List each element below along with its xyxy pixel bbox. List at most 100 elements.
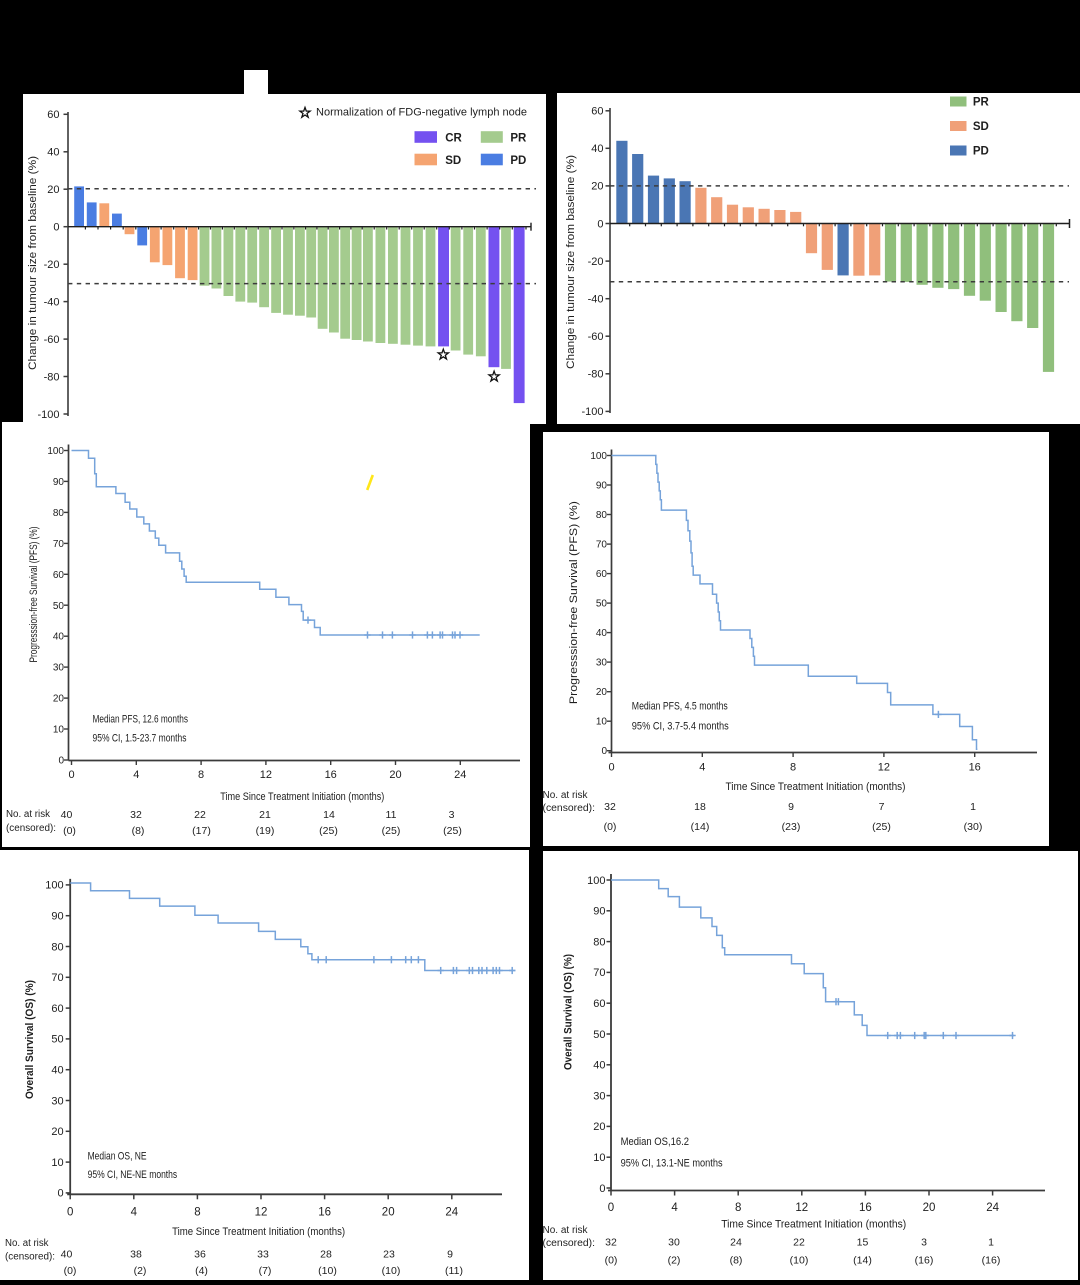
svg-text:0: 0 — [608, 1202, 614, 1214]
svg-text:20: 20 — [47, 184, 59, 196]
svg-text:0: 0 — [597, 218, 603, 230]
svg-text:(0): (0) — [63, 825, 76, 837]
svg-text:-40: -40 — [588, 294, 604, 306]
svg-text:Overall Survival (OS) (%): Overall Survival (OS) (%) — [24, 980, 36, 1099]
svg-text:PR: PR — [973, 97, 990, 109]
svg-text:20: 20 — [51, 1126, 63, 1138]
svg-text:(2): (2) — [134, 1265, 147, 1277]
svg-text:PD: PD — [510, 155, 526, 167]
svg-text:Change in tumour size from bas: Change in tumour size from baseline (%) — [27, 156, 39, 370]
svg-text:40: 40 — [47, 147, 59, 159]
svg-text:10: 10 — [51, 1157, 63, 1169]
svg-text:1: 1 — [970, 801, 976, 813]
svg-text:50: 50 — [51, 1034, 63, 1046]
svg-text:(10): (10) — [790, 1255, 809, 1267]
svg-text:(11): (11) — [445, 1265, 463, 1277]
svg-text:30: 30 — [593, 1090, 605, 1102]
svg-text:0: 0 — [67, 1207, 73, 1219]
svg-text:(0): (0) — [64, 1265, 77, 1277]
svg-text:(25): (25) — [443, 825, 462, 837]
svg-text:-100: -100 — [37, 409, 59, 421]
svg-text:8: 8 — [194, 1207, 200, 1219]
svg-text:No. at risk: No. at risk — [6, 809, 51, 820]
svg-text:0: 0 — [601, 746, 607, 757]
svg-text:40: 40 — [61, 1249, 73, 1261]
svg-text:No. at risk: No. at risk — [5, 1238, 49, 1249]
svg-text:(8): (8) — [132, 825, 145, 837]
svg-text:Progresssion-free Survival (PF: Progresssion-free Survival (PFS) (%) — [28, 527, 40, 663]
svg-text:30: 30 — [53, 663, 65, 674]
svg-text:80: 80 — [53, 508, 65, 519]
svg-text:12: 12 — [878, 762, 890, 774]
svg-text:40: 40 — [51, 1065, 63, 1077]
svg-text:(8): (8) — [730, 1255, 743, 1267]
svg-text:18: 18 — [694, 801, 706, 813]
svg-text:20: 20 — [382, 1207, 395, 1219]
svg-text:95% CI, 1.5-23.7 months: 95% CI, 1.5-23.7 months — [93, 733, 187, 745]
svg-text:40: 40 — [593, 1060, 605, 1072]
svg-text:100: 100 — [47, 446, 64, 457]
svg-text:95% CI, NE-NE months: 95% CI, NE-NE months — [88, 1169, 178, 1181]
svg-text:100: 100 — [590, 451, 607, 462]
svg-text:60: 60 — [591, 106, 603, 118]
svg-text:30: 30 — [51, 1095, 63, 1107]
svg-text:30: 30 — [596, 658, 608, 669]
svg-text:(4): (4) — [195, 1265, 208, 1277]
svg-text:33: 33 — [257, 1249, 269, 1261]
svg-text:32: 32 — [130, 809, 142, 821]
svg-text:10: 10 — [596, 717, 608, 728]
svg-text:PR: PR — [510, 133, 527, 145]
svg-text:36: 36 — [194, 1249, 206, 1261]
svg-text:(14): (14) — [691, 821, 710, 833]
svg-text:32: 32 — [605, 1237, 617, 1249]
svg-text:-60: -60 — [588, 331, 604, 343]
svg-text:(7): (7) — [259, 1265, 272, 1277]
svg-text:Time Since Treatment Initiatio: Time Since Treatment Initiation (months) — [726, 781, 906, 793]
svg-text:Overall Survival (OS) (%): Overall Survival (OS) (%) — [563, 954, 575, 1070]
svg-text:70: 70 — [596, 540, 608, 551]
svg-text:70: 70 — [53, 539, 65, 550]
svg-text:90: 90 — [593, 906, 605, 918]
svg-text:80: 80 — [51, 941, 63, 953]
svg-text:Median PFS, 12.6 months: Median PFS, 12.6 months — [93, 714, 189, 726]
svg-text:Time Since Treatment Initiatio: Time Since Treatment Initiation (months) — [721, 1219, 906, 1231]
svg-text:60: 60 — [51, 1003, 63, 1015]
svg-text:20: 20 — [389, 769, 401, 781]
svg-text:(0): (0) — [604, 821, 617, 833]
svg-text:(censored):: (censored): — [543, 803, 596, 814]
svg-text:4: 4 — [133, 769, 139, 781]
svg-text:50: 50 — [593, 1029, 605, 1041]
svg-text:22: 22 — [194, 809, 206, 821]
svg-text:15: 15 — [857, 1237, 869, 1249]
svg-text:40: 40 — [61, 809, 73, 821]
svg-text:(17): (17) — [192, 825, 211, 837]
svg-text:-80: -80 — [44, 371, 60, 383]
svg-text:9: 9 — [788, 801, 794, 813]
svg-text:95% CI, 13.1-NE months: 95% CI, 13.1-NE months — [621, 1158, 723, 1170]
svg-text:16: 16 — [859, 1202, 872, 1214]
svg-text:16: 16 — [325, 769, 337, 781]
svg-text:40: 40 — [53, 632, 65, 643]
svg-text:7: 7 — [879, 801, 885, 813]
svg-text:70: 70 — [593, 967, 605, 979]
svg-text:11: 11 — [386, 809, 397, 821]
svg-text:0: 0 — [58, 756, 64, 767]
svg-text:0: 0 — [599, 1183, 605, 1195]
svg-text:-20: -20 — [588, 256, 604, 268]
svg-text:30: 30 — [668, 1237, 680, 1249]
svg-text:(25): (25) — [382, 825, 401, 837]
svg-text:8: 8 — [735, 1202, 741, 1214]
svg-text:24: 24 — [445, 1207, 458, 1219]
svg-text:20: 20 — [596, 687, 608, 698]
svg-text:PD: PD — [973, 146, 989, 158]
svg-text:70: 70 — [51, 972, 63, 984]
svg-text:80: 80 — [596, 510, 608, 521]
svg-text:Normalization of FDG-negative: Normalization of FDG-negative lymph node — [316, 107, 527, 119]
svg-text:10: 10 — [53, 725, 65, 736]
svg-text:0: 0 — [68, 769, 74, 781]
svg-text:22: 22 — [793, 1237, 805, 1249]
svg-text:12: 12 — [795, 1202, 808, 1214]
svg-text:9: 9 — [447, 1249, 453, 1261]
svg-text:SD: SD — [973, 121, 989, 133]
svg-text:Median OS,16.2: Median OS,16.2 — [621, 1136, 689, 1148]
